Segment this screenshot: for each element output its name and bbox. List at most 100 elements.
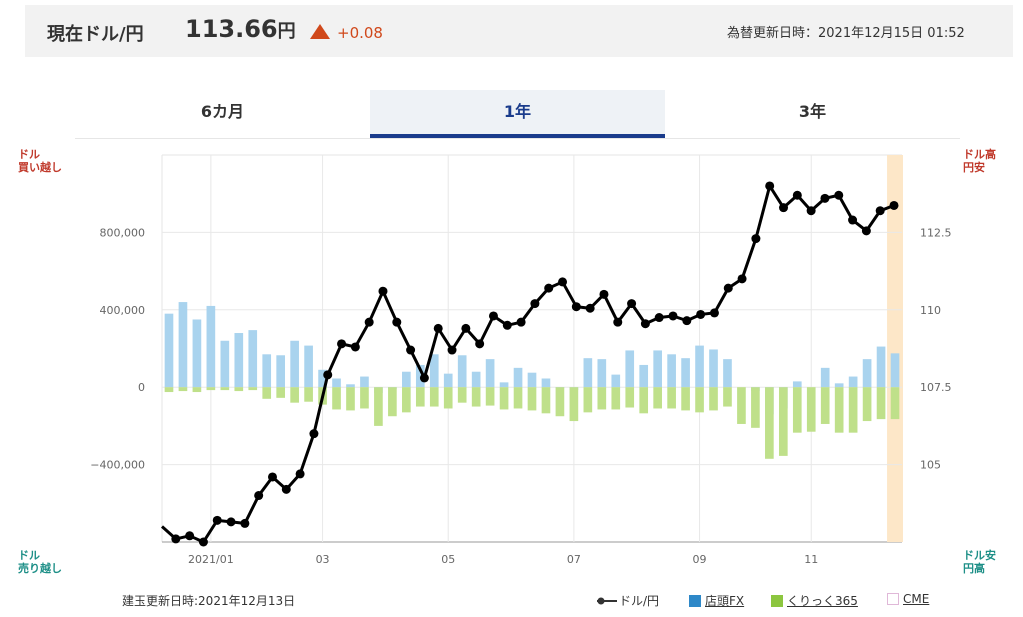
- tab-6months[interactable]: 6カ月: [200, 102, 245, 121]
- click365-bar: [220, 387, 230, 391]
- usdjpy-point: [254, 491, 264, 501]
- tab-3years[interactable]: 3年: [798, 102, 827, 121]
- click365-bar: [234, 387, 244, 392]
- usd-weak-line1: ドル安: [963, 549, 996, 562]
- usdjpy-point: [779, 203, 789, 213]
- fx-bar: [164, 313, 174, 388]
- fx-bar: [639, 364, 649, 388]
- click365-bar: [164, 387, 174, 393]
- click365-bar: [653, 387, 662, 409]
- x-tick-label: 03: [316, 553, 330, 566]
- fx-bar: [583, 358, 593, 388]
- usdjpy-point: [392, 317, 402, 327]
- tab-1year[interactable]: 1年: [370, 90, 665, 138]
- fx-bar: [346, 384, 355, 388]
- fx-bar: [513, 367, 523, 388]
- usdjpy-point: [212, 515, 222, 525]
- right-tick-label: 105: [920, 459, 941, 472]
- fx-bar: [332, 378, 341, 388]
- usdjpy-point: [267, 472, 277, 482]
- long-label-left: ドル 買い越し: [18, 148, 62, 174]
- fx-bar: [597, 359, 607, 388]
- short-label-line1: ドル: [18, 549, 40, 562]
- usdjpy-point: [516, 317, 526, 327]
- usdjpy-point: [571, 302, 581, 312]
- fx-bar: [290, 340, 299, 388]
- price-number: 113.66: [185, 15, 278, 43]
- click365-bar: [723, 387, 732, 407]
- fx-bar: [443, 373, 453, 388]
- x-tick-label: 2021/01: [188, 553, 234, 566]
- position-update-time: 建玉更新日時:2021年12月13日: [122, 594, 296, 608]
- usdjpy-point: [806, 206, 816, 216]
- right-tick-label: 110: [920, 304, 941, 317]
- usdjpy-point: [185, 531, 195, 541]
- usdjpy-point: [419, 373, 429, 383]
- usdjpy-point: [337, 339, 347, 349]
- click365-bar: [402, 387, 411, 413]
- fx-bar: [457, 355, 467, 388]
- usdjpy-point: [668, 311, 678, 321]
- up-arrow-icon: [310, 24, 330, 39]
- usdjpy-point: [627, 299, 637, 309]
- usdjpy-point: [364, 317, 374, 327]
- fx-bar: [653, 350, 662, 388]
- usdjpy-point: [848, 215, 858, 225]
- usdjpy-point: [475, 339, 485, 349]
- usdjpy-point: [309, 429, 319, 439]
- usdjpy-point: [709, 308, 719, 318]
- usdjpy-point: [820, 193, 830, 203]
- click365-bar: [876, 387, 886, 420]
- fx-bar: [206, 305, 216, 388]
- usdjpy-point: [530, 299, 540, 309]
- click365-bar: [206, 387, 216, 391]
- fx-bar: [709, 349, 718, 388]
- legend-cme[interactable]: CME: [887, 592, 929, 606]
- usd-strong-line1: ドル高: [963, 148, 996, 161]
- fx-bar: [192, 319, 202, 388]
- usdjpy-point: [640, 319, 650, 329]
- legend-fx[interactable]: 店頭FX: [689, 592, 744, 609]
- click365-bar: [527, 387, 537, 411]
- fx-bar: [890, 353, 900, 388]
- fx-bar: [485, 359, 495, 388]
- fx-bar: [862, 359, 872, 388]
- usdjpy-point: [295, 469, 305, 479]
- price-unit: 円: [277, 21, 296, 42]
- click365-bar: [374, 387, 383, 426]
- click365-bar: [415, 387, 425, 407]
- click365-bar: [513, 387, 523, 409]
- fx-bar: [681, 358, 690, 388]
- usdjpy-point: [889, 200, 899, 210]
- legend-click365-swatch: [771, 594, 783, 607]
- usdjpy-point: [696, 309, 706, 319]
- fx-bar: [695, 345, 704, 388]
- usdjpy-point: [875, 206, 885, 216]
- fx-bar: [541, 378, 551, 388]
- usdjpy-point: [765, 181, 775, 191]
- usdjpy-line: [160, 184, 895, 544]
- x-tick-label: 09: [693, 553, 707, 566]
- usdjpy-point: [433, 323, 443, 333]
- grid-lines: [161, 154, 903, 543]
- legend-click365[interactable]: くりっく365: [771, 592, 858, 609]
- axis-labels: 800,000 400,000 0 −400,000 112.5 110 107.5 105 2…: [90, 226, 951, 566]
- usdjpy-point: [226, 517, 236, 527]
- usdjpy-point: [558, 277, 568, 287]
- click365-bar: [667, 387, 676, 409]
- right-tick-label: 112.5: [920, 226, 952, 239]
- usdjpy-point: [171, 534, 181, 544]
- click365-bar: [792, 387, 802, 433]
- x-tick-label: 05: [441, 553, 455, 566]
- legend-click365-label: くりっく365: [787, 594, 858, 608]
- click365-bar: [569, 387, 579, 422]
- fx-bar: [318, 369, 327, 388]
- usd-weak-label: ドル安 円高: [963, 549, 996, 575]
- fx-bar: [402, 371, 411, 388]
- legend-usdjpy[interactable]: ドル/円: [595, 592, 659, 609]
- usdjpy-point: [737, 274, 747, 284]
- click365-bar: [820, 387, 830, 424]
- x-tick-label: 07: [567, 553, 581, 566]
- left-tick-label: 0: [138, 381, 145, 394]
